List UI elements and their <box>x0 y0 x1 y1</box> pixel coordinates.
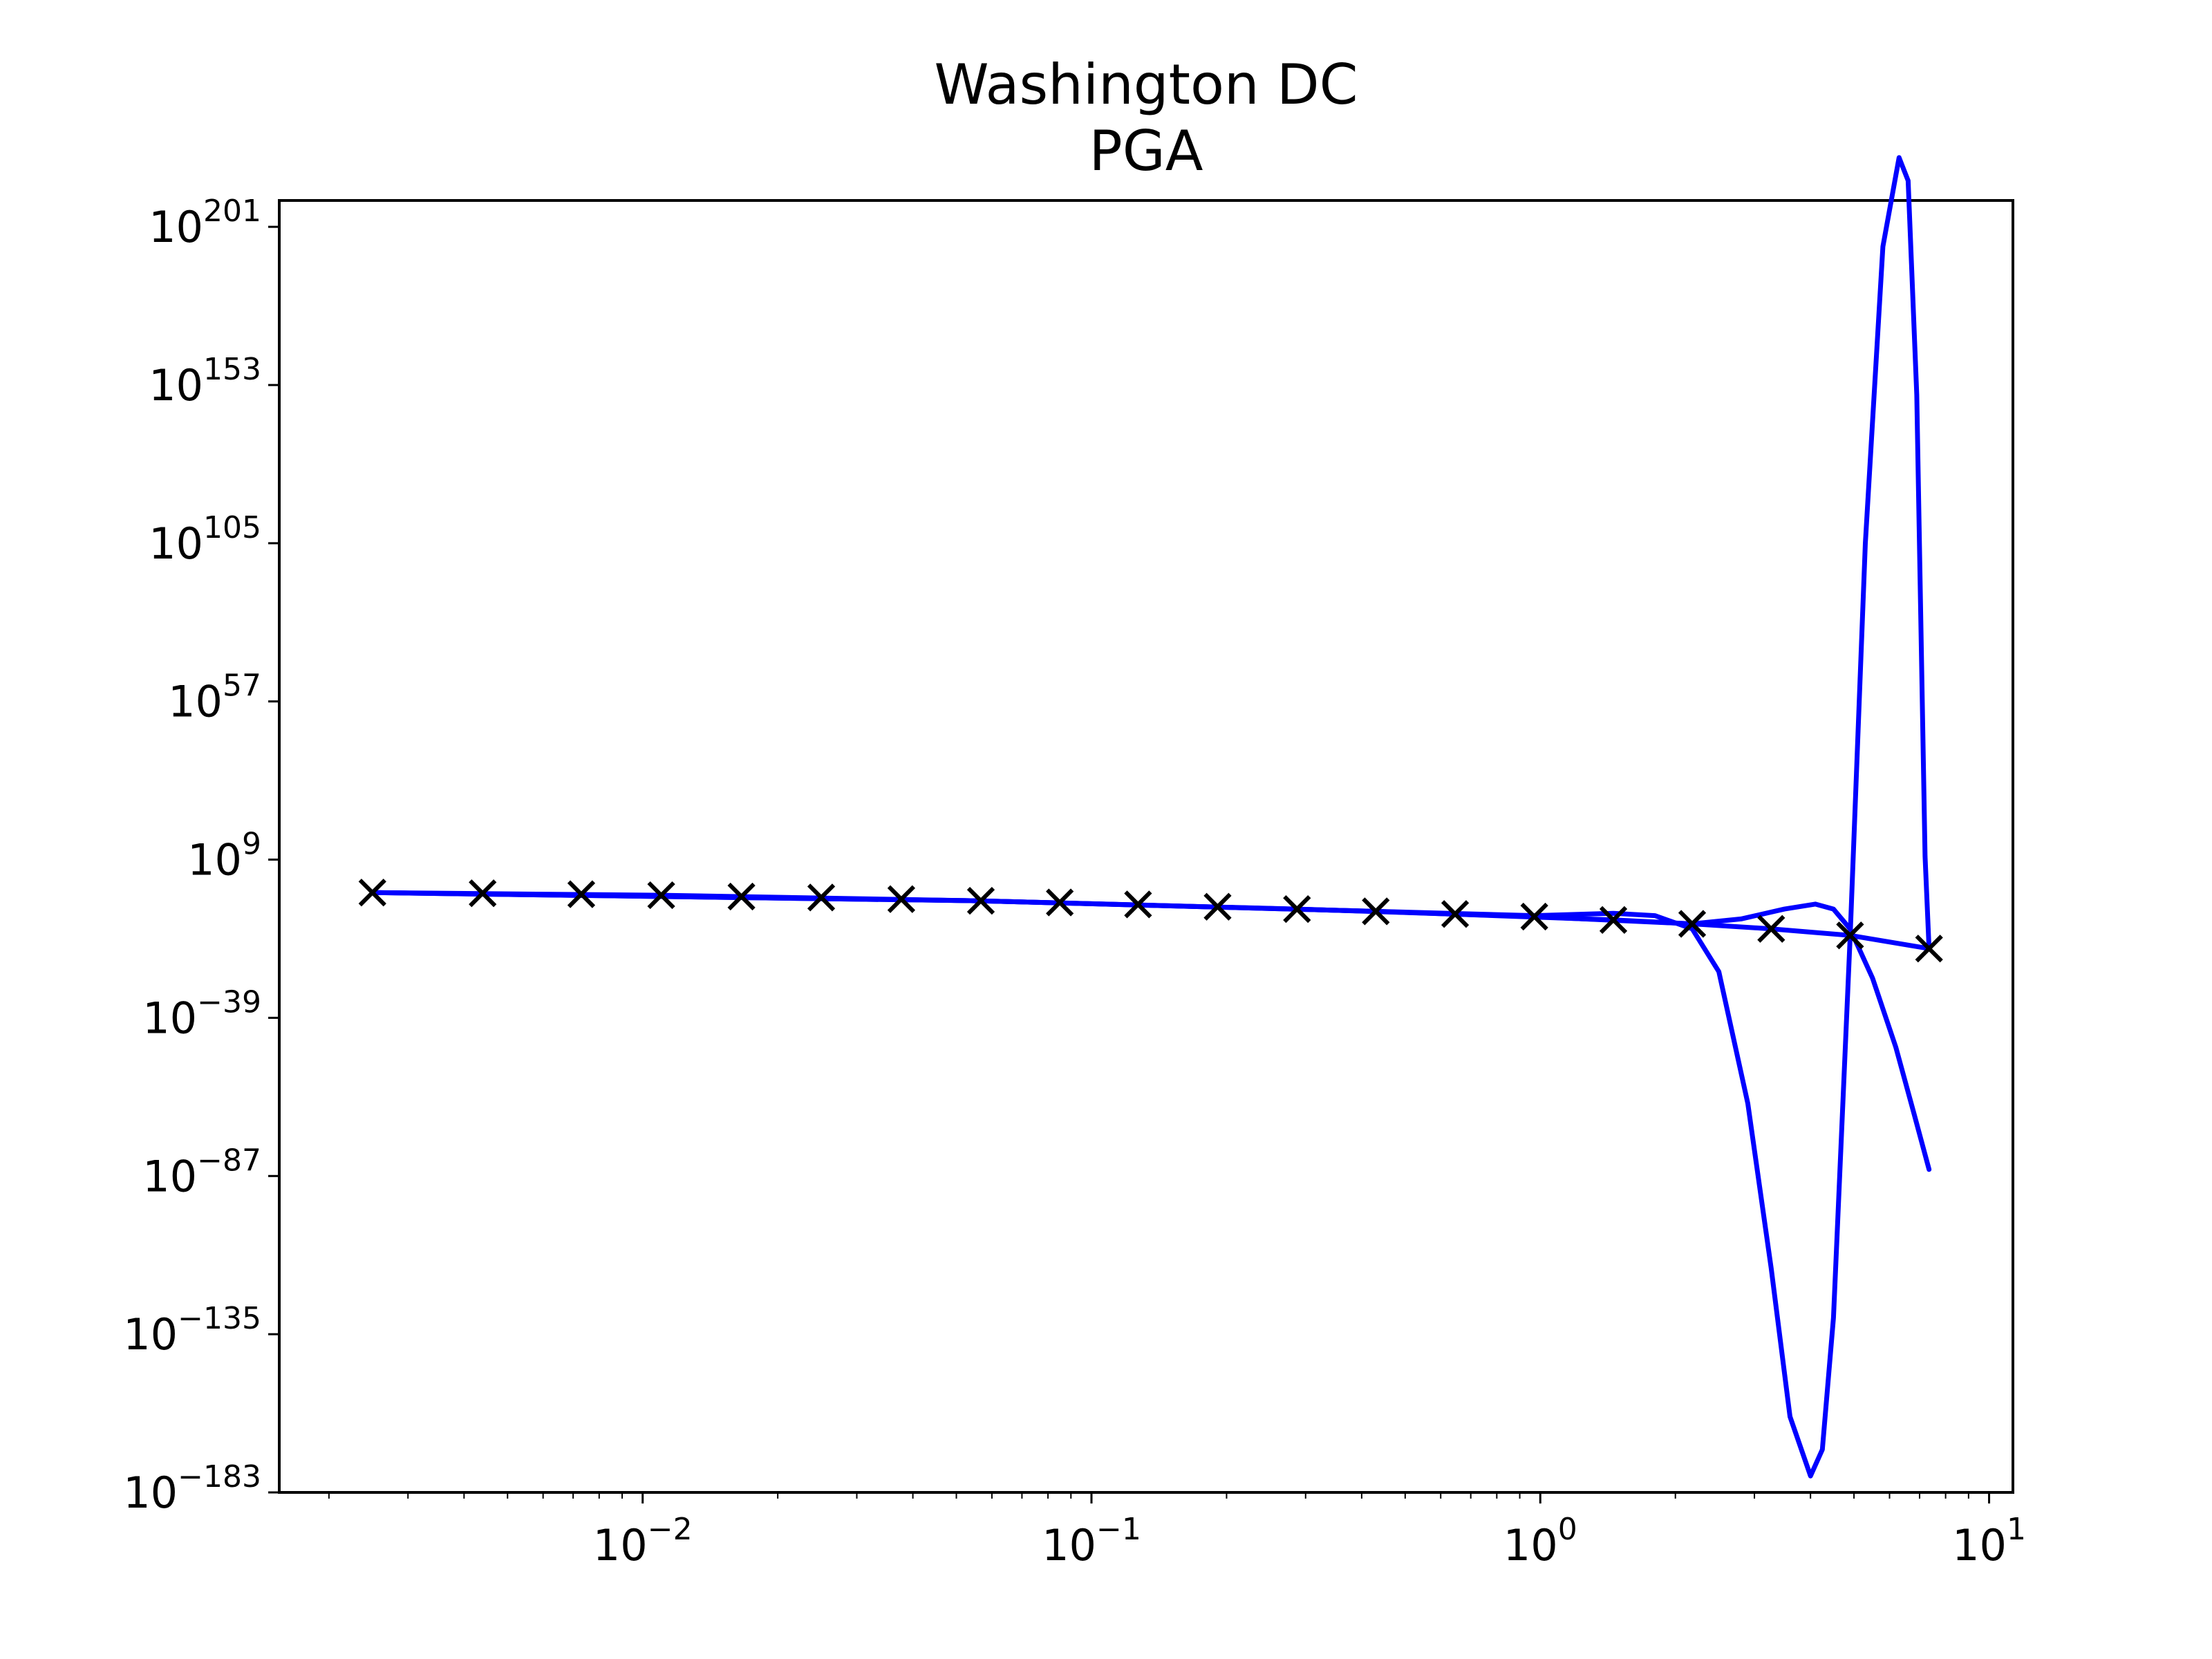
y-tick-label: 10153 <box>149 352 261 411</box>
data-point-marker <box>1599 906 1628 934</box>
data-point-marker <box>469 879 497 908</box>
data-point-marker <box>887 885 916 913</box>
data-point-marker <box>1836 921 1864 950</box>
x-tick-label: 10−2 <box>593 1512 693 1571</box>
data-point-marker <box>807 883 836 912</box>
data-point-marker <box>727 882 756 911</box>
y-axis-ticks: 10201 10153 10105 1057 109 10−39 10−87 10−135 10… <box>123 194 279 1518</box>
data-point-marker <box>966 887 995 915</box>
y-tick-label: 1057 <box>168 668 261 727</box>
x-tick-label: 100 <box>1503 1512 1577 1571</box>
series-line-2 <box>370 155 1932 1479</box>
series-line-3 <box>370 890 1932 1172</box>
y-tick-label: 10−135 <box>123 1301 261 1360</box>
x-tick-label: 10−1 <box>1042 1512 1141 1571</box>
x-tick-label: 101 <box>1952 1512 2026 1571</box>
plot-area-frame <box>278 199 2014 1494</box>
y-tick-label: 109 <box>187 827 261 885</box>
data-point-marker <box>647 881 675 910</box>
y-tick-label: 10201 <box>149 194 261 252</box>
series-layer <box>370 155 1932 1479</box>
data-point-marker <box>1757 915 1785 943</box>
y-tick-label: 10105 <box>149 510 261 569</box>
data-point-marker <box>1441 900 1470 928</box>
x-axis-ticks: 10−2 10−1 100 101 <box>328 1492 2026 1571</box>
data-point-marker <box>1283 894 1311 924</box>
data-point-marker <box>1915 935 1943 963</box>
data-point-marker <box>1124 890 1152 919</box>
data-point-marker <box>1046 888 1074 917</box>
data-point-marker <box>1520 902 1548 931</box>
data-point-marker <box>1203 892 1232 921</box>
data-point-marker <box>1362 897 1390 926</box>
chart-title: Washington DC <box>934 53 1358 117</box>
y-tick-label: 10−87 <box>142 1143 261 1201</box>
data-point-marker <box>1678 910 1707 938</box>
data-point-marker <box>567 880 596 908</box>
y-tick-label: 10−183 <box>123 1459 261 1518</box>
y-tick-label: 10−39 <box>142 984 261 1043</box>
marker-layer <box>358 879 1943 963</box>
data-point-marker <box>358 879 386 907</box>
chart-subtitle: PGA <box>1089 119 1203 183</box>
